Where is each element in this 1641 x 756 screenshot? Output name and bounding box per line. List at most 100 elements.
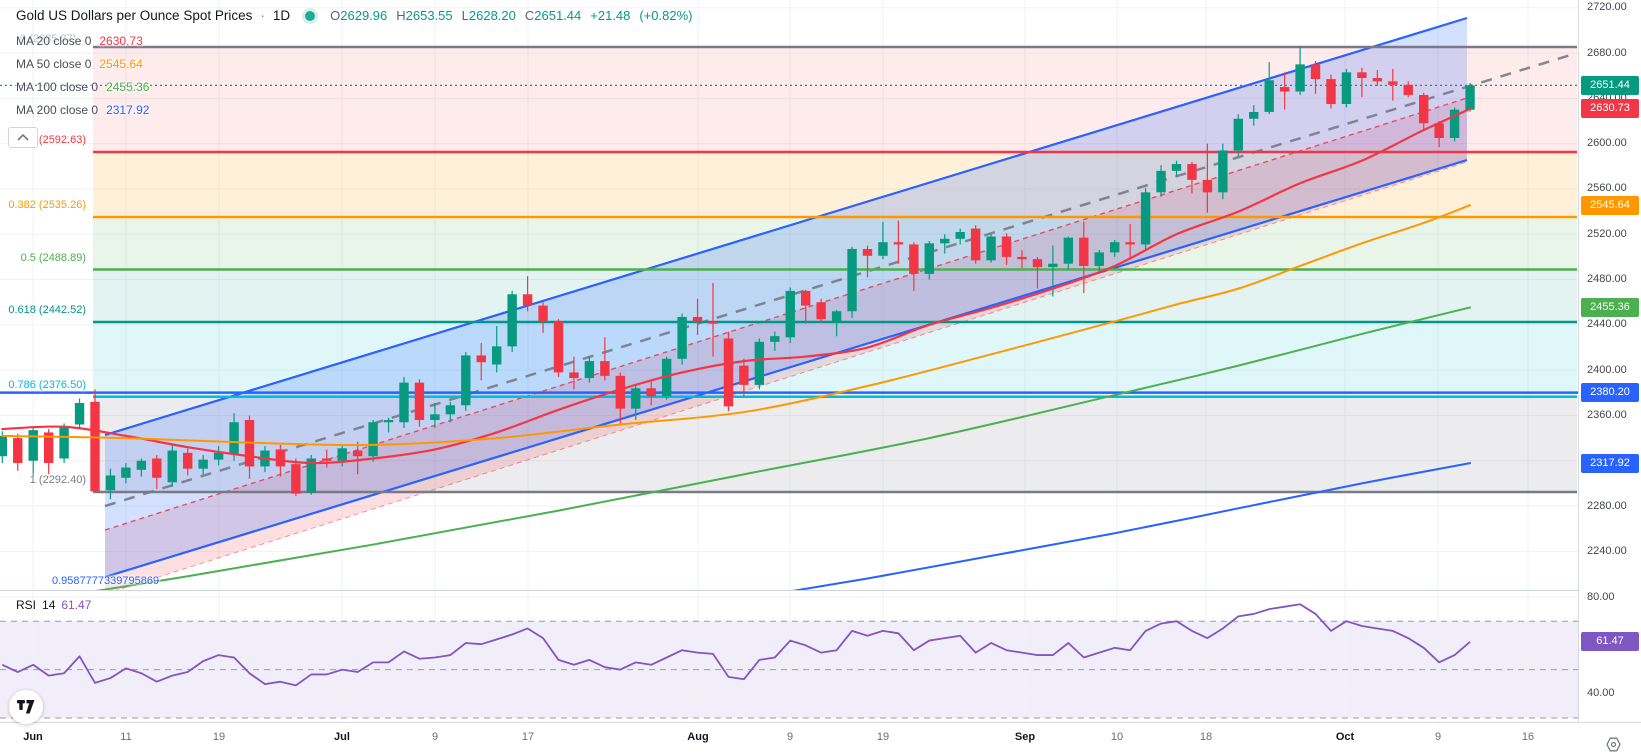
candle[interactable] [90,389,100,493]
candle[interactable] [1449,107,1460,142]
candle[interactable] [59,423,69,464]
candle[interactable] [1264,62,1274,115]
candle[interactable] [677,313,687,365]
rsi-line[interactable] [1,603,1471,687]
candle[interactable] [816,298,826,323]
candle[interactable] [801,289,811,324]
tradingview-logo[interactable] [9,690,43,724]
candle[interactable] [692,298,703,336]
candle[interactable] [1249,105,1259,126]
candle[interactable] [940,234,950,254]
candle[interactable] [368,419,378,462]
candle[interactable] [183,448,193,476]
candle[interactable] [476,342,486,381]
candle[interactable] [198,455,208,475]
candle[interactable] [1357,67,1367,98]
ma-line-ma-200[interactable] [620,462,1472,619]
candle[interactable] [507,290,517,353]
price-axis[interactable]: 2720.00 2680.00 2640.00 2600.00 2560.00 2520.… [1578,0,1641,722]
candle[interactable] [1094,250,1104,274]
ma-line-ma-50[interactable] [1,204,1472,447]
candle[interactable] [538,302,548,333]
candle[interactable] [28,427,38,477]
candle[interactable] [1110,239,1120,257]
candle[interactable] [1465,83,1475,112]
candle[interactable] [461,352,471,411]
candle[interactable] [152,455,162,490]
candle[interactable] [708,282,718,357]
candle[interactable] [785,287,795,343]
candle[interactable] [955,228,965,245]
candle[interactable] [924,241,934,280]
candle[interactable] [1017,250,1027,269]
collapse-indicators-button[interactable] [8,127,38,148]
candle[interactable] [1001,233,1012,265]
candle[interactable] [1403,81,1413,98]
candle[interactable] [337,446,347,467]
axis-settings-icon[interactable] [1602,735,1624,753]
ma-legend-row[interactable]: MA 50 close 0 2545.64 [16,57,143,71]
ma-legend-row[interactable]: MA 200 close 0 2317.92 [16,103,149,117]
candle[interactable] [492,325,502,373]
candle[interactable] [105,468,116,500]
candle[interactable] [1079,221,1089,294]
market-status-icon[interactable] [305,10,316,21]
candle[interactable] [229,413,239,461]
candle[interactable] [74,398,85,430]
candle[interactable] [213,446,224,466]
candle[interactable] [352,441,363,475]
candle[interactable] [553,319,564,377]
rsi-legend[interactable]: RSI 14 61.47 [16,598,91,612]
candle[interactable] [631,384,641,420]
candle[interactable] [847,246,857,319]
fib-lines[interactable] [93,45,1577,494]
candle[interactable] [1032,256,1043,289]
candle[interactable] [522,276,533,312]
candle[interactable] [291,458,301,496]
candle[interactable] [1063,236,1074,270]
candle[interactable] [1419,92,1429,132]
candle[interactable] [970,225,981,264]
candle[interactable] [136,458,147,477]
candle[interactable] [615,372,625,424]
symbol-legend[interactable]: Gold US Dollars per Ounce Spot Prices · … [16,8,693,23]
ma-legend-row[interactable]: MA 100 close 0 2455.36 [16,80,149,94]
candle[interactable] [584,356,595,383]
candle[interactable] [1372,70,1383,86]
candle[interactable] [383,417,394,433]
candle[interactable] [1434,121,1444,148]
candle[interactable] [1310,60,1321,94]
candle[interactable] [831,310,842,337]
candle[interactable] [1156,165,1166,197]
candle[interactable] [862,245,873,278]
candle[interactable] [399,376,409,428]
candle[interactable] [878,221,888,260]
candle[interactable] [1187,161,1197,194]
candle[interactable] [1218,143,1228,200]
price-chart-canvas[interactable] [0,0,1578,722]
candle[interactable] [1140,187,1151,249]
candle[interactable] [893,220,904,264]
candle[interactable] [661,356,672,400]
candle[interactable] [1171,160,1182,177]
interval-label[interactable]: 1D [272,8,291,23]
candle[interactable] [909,242,919,291]
candle[interactable] [1326,74,1336,109]
candle[interactable] [414,379,425,427]
candle[interactable] [1202,143,1213,213]
candle[interactable] [754,338,765,390]
candle[interactable] [445,401,456,423]
candle[interactable] [167,444,177,487]
pane-separator[interactable] [0,590,1641,591]
time-axis[interactable]: Jun 11 19 Jul 9 17 Aug 9 19 Sep 10 18 Oct 9 16 [0,722,1641,756]
candle[interactable] [306,455,316,495]
candle[interactable] [646,381,656,406]
candle[interactable] [770,331,780,351]
ma-line-ma-100[interactable] [2,306,1472,605]
candle[interactable] [1233,114,1243,157]
candle[interactable] [1295,46,1305,95]
candle[interactable] [986,234,996,263]
candle[interactable] [569,356,579,390]
ma-legend-row[interactable]: MA 20 close 0 2630.73 [16,34,143,48]
main-pane[interactable] [0,0,1578,619]
